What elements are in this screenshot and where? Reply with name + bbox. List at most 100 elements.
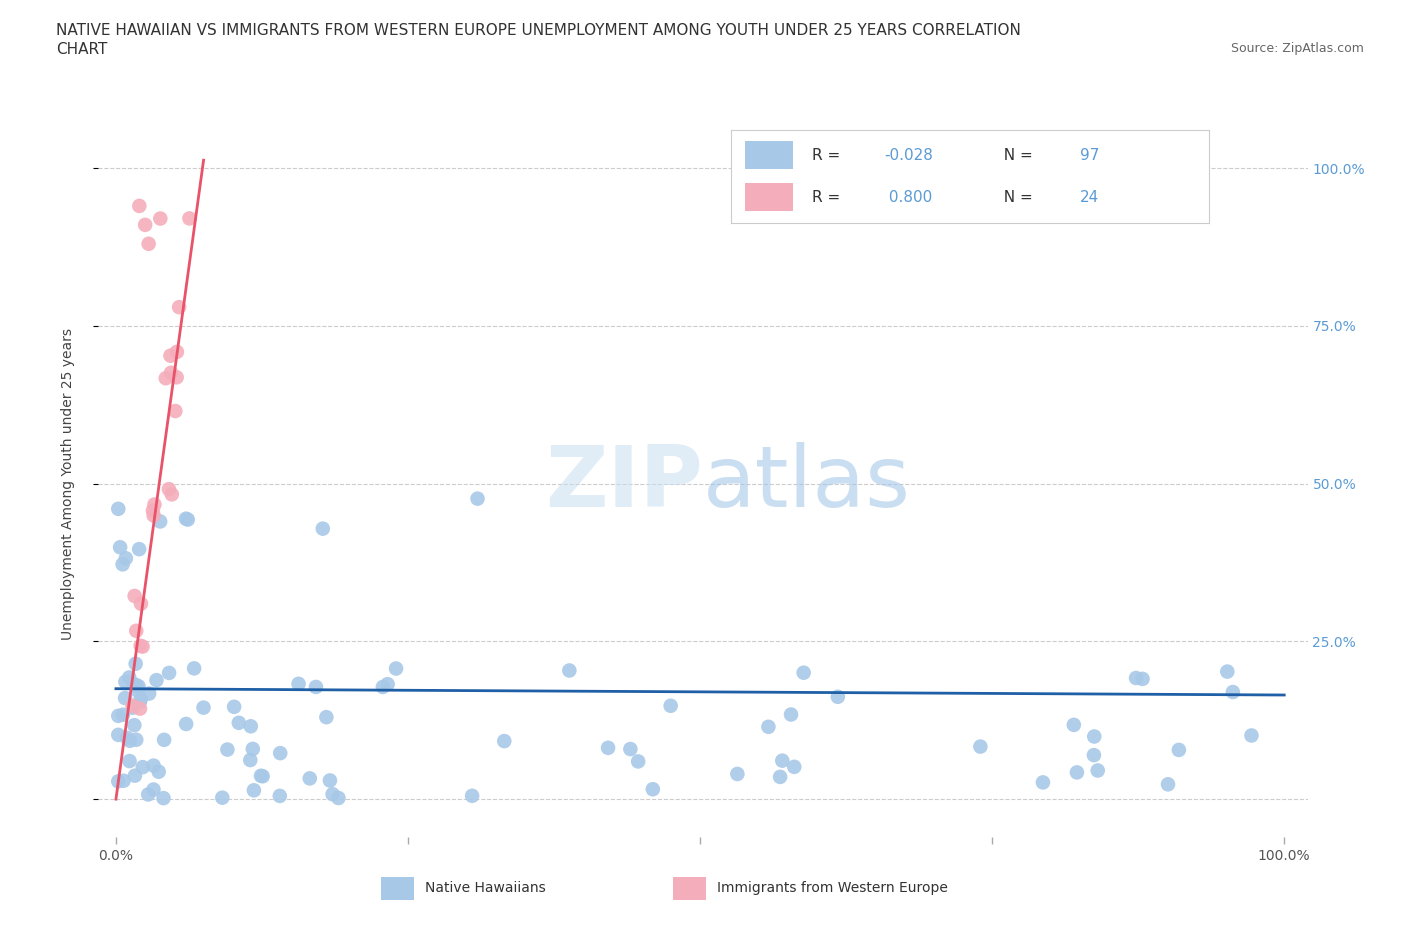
Point (145, 672, 167, 687)
Point (1240, 728, 1263, 743)
Point (179, 211, 201, 226)
Point (108, 539, 131, 554)
Point (315, 710, 337, 724)
Point (827, 689, 849, 704)
Text: R =: R = (813, 190, 845, 205)
Point (142, 503, 165, 518)
FancyBboxPatch shape (745, 183, 793, 211)
Point (641, 782, 664, 797)
Point (107, 709, 129, 724)
FancyBboxPatch shape (745, 141, 793, 169)
Point (1063, 717, 1085, 732)
Point (118, 734, 141, 749)
Point (118, 670, 141, 684)
Point (121, 698, 143, 713)
Text: Native Hawaiians: Native Hawaiians (425, 881, 546, 896)
Point (371, 680, 394, 695)
Point (211, 790, 233, 805)
Point (1132, 671, 1154, 686)
Point (269, 789, 291, 804)
Point (129, 692, 152, 707)
Point (239, 719, 262, 734)
Text: NATIVE HAWAIIAN VS IMMIGRANTS FROM WESTERN EUROPE UNEMPLOYMENT AMONG YOUTH UNDER: NATIVE HAWAIIAN VS IMMIGRANTS FROM WESTE… (56, 23, 1021, 38)
Point (155, 371, 177, 386)
Point (107, 774, 129, 789)
Point (312, 521, 335, 536)
Point (124, 768, 146, 783)
Point (129, 638, 152, 653)
Point (128, 695, 150, 710)
Point (793, 665, 815, 680)
Point (770, 753, 793, 768)
Point (125, 732, 148, 747)
Point (157, 666, 180, 681)
Point (177, 512, 200, 527)
Point (128, 198, 150, 213)
Point (160, 487, 183, 502)
Point (1157, 777, 1180, 791)
Point (142, 782, 165, 797)
Point (1222, 684, 1244, 699)
Point (305, 680, 328, 695)
Point (142, 758, 165, 773)
Point (129, 701, 152, 716)
Text: 97: 97 (1080, 148, 1099, 163)
Point (228, 715, 250, 730)
Point (114, 691, 136, 706)
Point (138, 236, 160, 251)
Point (134, 218, 156, 232)
Point (174, 716, 197, 731)
Point (319, 773, 342, 788)
Y-axis label: Unemployment Among Youth under 25 years: Unemployment Among Youth under 25 years (60, 327, 75, 640)
Point (121, 700, 143, 715)
Point (1032, 775, 1054, 790)
Point (114, 674, 136, 689)
Point (217, 742, 239, 757)
Point (298, 771, 321, 786)
Text: atlas: atlas (703, 442, 911, 525)
Point (377, 677, 399, 692)
Point (1083, 729, 1105, 744)
Point (1125, 671, 1147, 685)
Point (125, 623, 148, 638)
Point (183, 661, 205, 676)
Point (1167, 742, 1189, 757)
Text: 24: 24 (1080, 190, 1099, 205)
Text: Source: ZipAtlas.com: Source: ZipAtlas.com (1230, 42, 1364, 55)
Point (1087, 763, 1109, 777)
Point (1083, 748, 1105, 763)
Point (111, 557, 134, 572)
Point (138, 686, 160, 701)
FancyBboxPatch shape (381, 876, 413, 900)
Point (725, 766, 748, 781)
Point (118, 753, 141, 768)
Point (157, 482, 180, 497)
Point (132, 760, 155, 775)
Text: -0.028: -0.028 (884, 148, 934, 163)
Point (1066, 765, 1088, 780)
Text: N =: N = (994, 190, 1038, 205)
Point (149, 211, 172, 226)
Point (115, 730, 138, 745)
Point (160, 365, 183, 380)
Point (596, 740, 619, 755)
Point (107, 727, 129, 742)
Point (627, 754, 650, 769)
Point (558, 663, 581, 678)
Point (250, 768, 273, 783)
Point (149, 514, 172, 529)
Point (129, 596, 152, 611)
Point (107, 501, 129, 516)
Point (769, 769, 792, 784)
Point (166, 370, 188, 385)
Point (224, 699, 246, 714)
Point (252, 769, 274, 784)
Point (328, 790, 350, 805)
Point (122, 677, 145, 692)
Point (112, 774, 135, 789)
Point (385, 661, 408, 676)
Point (128, 679, 150, 694)
Point (124, 718, 146, 733)
Point (287, 676, 309, 691)
Point (148, 764, 170, 779)
